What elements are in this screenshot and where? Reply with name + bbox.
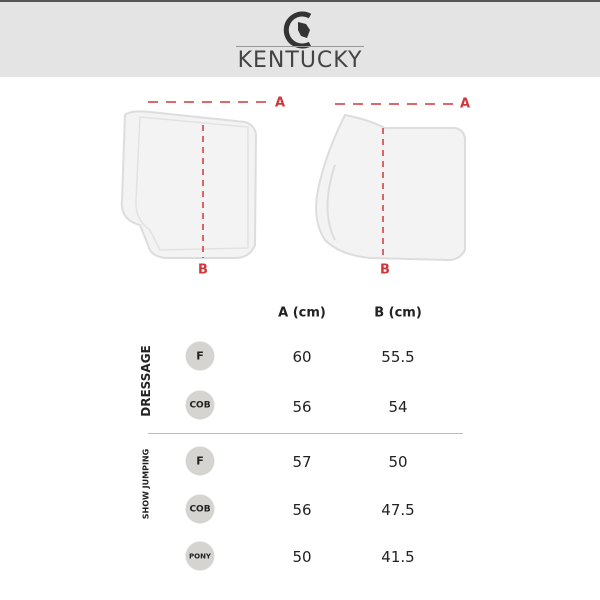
value-b: 54 xyxy=(388,398,408,416)
dressage-pad-shape xyxy=(120,110,258,259)
size-badge: PONY xyxy=(185,541,215,571)
value-a: 60 xyxy=(292,348,312,366)
jumping-a-label: A xyxy=(459,96,471,112)
saddle-pad-diagram xyxy=(120,101,466,262)
column-header-a: A (cm) xyxy=(278,305,326,321)
size-badge: F xyxy=(185,446,215,476)
dressage-a-label: A xyxy=(274,95,286,111)
header-banner: KENTUCKY xyxy=(0,0,600,77)
logo-emblem-icon xyxy=(283,11,312,49)
value-a: 57 xyxy=(292,453,312,471)
size-badge: F xyxy=(185,341,215,371)
jumping-b-label: B xyxy=(380,262,390,278)
size-badge: COB xyxy=(185,494,215,524)
group-label-show-jumping: SHOW JUMPING xyxy=(141,448,151,520)
value-b: 55.5 xyxy=(381,348,415,366)
column-header-b: B (cm) xyxy=(374,305,422,321)
dressage-b-label: B xyxy=(198,262,208,278)
size-badge: COB xyxy=(185,390,215,420)
value-a: 50 xyxy=(292,548,312,566)
value-b: 41.5 xyxy=(381,548,415,566)
group-divider xyxy=(148,433,463,434)
logo-rule xyxy=(236,46,364,47)
value-b: 47.5 xyxy=(381,501,415,519)
group-label-dressage: DRESSAGE xyxy=(139,345,153,417)
jumping-pad-shape xyxy=(315,113,466,262)
value-a: 56 xyxy=(292,398,312,416)
brand-logo-text: KENTUCKY xyxy=(237,48,363,73)
value-a: 56 xyxy=(292,501,312,519)
value-b: 50 xyxy=(388,453,408,471)
